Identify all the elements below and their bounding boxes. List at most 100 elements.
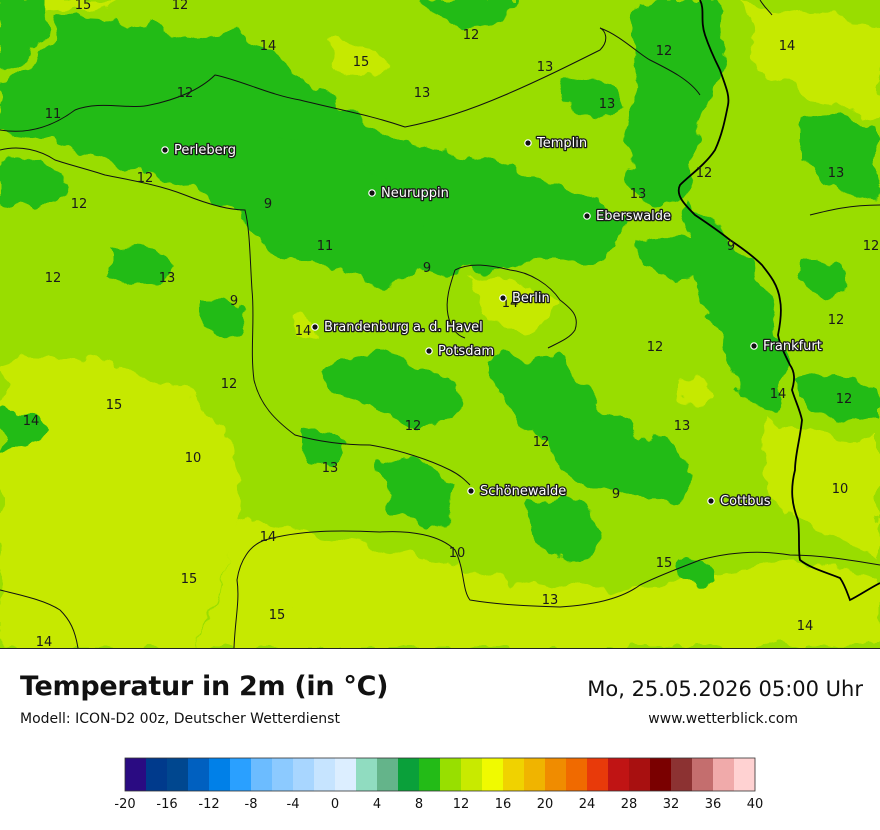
temperature-value-label: 11 <box>45 107 62 122</box>
city-label: Schönewalde <box>480 484 566 499</box>
scale-swatch <box>293 758 315 791</box>
temperature-value-label: 12 <box>828 313 845 328</box>
temperature-value-label: 15 <box>269 608 286 623</box>
temperature-value-label: 15 <box>656 556 673 571</box>
temperature-value-label: 13 <box>828 166 845 181</box>
temperature-value-label: 14 <box>23 414 40 429</box>
temperature-value-label: 14 <box>779 39 796 54</box>
scale-border <box>124 757 756 792</box>
city-marker[interactable]: Eberswalde <box>583 208 672 225</box>
scale-swatch <box>503 758 525 791</box>
scale-swatch <box>146 758 168 791</box>
scale-swatch <box>377 758 399 791</box>
temperature-value-label: 12 <box>696 166 713 181</box>
city-dot <box>524 139 532 147</box>
scale-swatch <box>545 758 567 791</box>
scale-swatch <box>587 758 609 791</box>
scale-tick-label: 20 <box>537 797 554 812</box>
city-marker[interactable]: Templin <box>524 135 588 152</box>
temperature-value-label: 12 <box>836 392 853 407</box>
temperature-value-label: 12 <box>647 340 664 355</box>
scale-tick-label: 4 <box>373 797 381 812</box>
state-borders <box>0 0 880 648</box>
city-dot <box>425 347 433 355</box>
city-label: Neuruppin <box>381 186 449 201</box>
city-label: Perleberg <box>174 143 236 158</box>
city-label: Brandenburg a. d. Havel <box>324 320 483 335</box>
scale-tick-label: 8 <box>415 797 423 812</box>
scale-swatch <box>671 758 693 791</box>
city-marker[interactable]: Berlin <box>499 290 551 307</box>
scale-swatch <box>608 758 630 791</box>
temperature-value-label: 12 <box>172 0 189 13</box>
scale-tick-label: 32 <box>663 797 680 812</box>
scale-tick-label: 36 <box>705 797 722 812</box>
scale-tick-label: -12 <box>198 797 219 812</box>
scale-tick-label: 24 <box>579 797 596 812</box>
temperature-value-label: 12 <box>405 419 422 434</box>
scale-tick-label: -16 <box>156 797 177 812</box>
city-label: Potsdam <box>438 344 494 359</box>
temperature-value-label: 13 <box>630 187 647 202</box>
city-dot <box>750 342 758 350</box>
scale-swatch <box>440 758 462 791</box>
city-dot <box>707 497 715 505</box>
temperature-value-label: 11 <box>317 239 334 254</box>
city-marker[interactable]: Schönewalde <box>467 483 568 500</box>
temperature-value-label: 13 <box>542 593 559 608</box>
city-dot <box>499 294 507 302</box>
temperature-value-label: 12 <box>656 44 673 59</box>
temperature-value-label: 10 <box>185 451 202 466</box>
national-border <box>677 0 880 602</box>
forecast-datetime: Mo, 25.05.2026 05:00 Uhr <box>587 677 863 701</box>
city-dot <box>311 323 319 331</box>
temperature-value-label: 13 <box>414 86 431 101</box>
city-marker[interactable]: Frankfurt <box>750 338 823 355</box>
city-label: Cottbus <box>720 494 771 509</box>
scale-swatch <box>398 758 420 791</box>
temperature-value-label: 12 <box>177 86 194 101</box>
website-link[interactable]: www.wetterblick.com <box>648 711 798 727</box>
city-dot <box>583 212 591 220</box>
temperature-value-label: 12 <box>71 197 88 212</box>
city-marker[interactable]: Perleberg <box>161 142 237 159</box>
temperature-value-label: 12 <box>45 271 62 286</box>
temperature-value-label: 14 <box>36 635 53 648</box>
temperature-value-label: 13 <box>322 461 339 476</box>
city-marker[interactable]: Potsdam <box>425 343 495 360</box>
temperature-value-label: 14 <box>295 324 312 339</box>
city-marker[interactable]: Cottbus <box>707 493 772 510</box>
temperature-value-label: 9 <box>423 261 431 276</box>
color-scale: -20 -16 -12 -8 -4 0 4 8 12 16 20 24 28 32 36 40 <box>114 757 764 812</box>
temperature-value-label: 13 <box>159 271 176 286</box>
scale-swatch <box>524 758 546 791</box>
temperature-value-label: 14 <box>260 39 277 54</box>
temperature-value-label: 13 <box>599 97 616 112</box>
city-dot <box>467 487 475 495</box>
scale-tick-label: 40 <box>747 797 764 812</box>
scale-swatch <box>272 758 294 791</box>
temperature-value-label: 12 <box>533 435 550 450</box>
scale-swatch <box>251 758 273 791</box>
scale-tick-label: 12 <box>453 797 470 812</box>
scale-swatch <box>482 758 504 791</box>
temperature-value-label: 9 <box>230 294 238 309</box>
scale-swatch <box>314 758 336 791</box>
city-marker[interactable]: Neuruppin <box>368 185 450 202</box>
temperature-value-label: 10 <box>449 546 466 561</box>
temperature-value-label: 9 <box>612 487 620 502</box>
city-label: Berlin <box>512 291 550 306</box>
city-marker[interactable]: Brandenburg a. d. Havel <box>311 319 484 336</box>
city-label: Templin <box>536 136 587 151</box>
temperature-value-label: 9 <box>727 239 735 254</box>
scale-swatch <box>188 758 210 791</box>
scale-swatch <box>629 758 651 791</box>
scale-swatch <box>692 758 714 791</box>
temperature-map: 15 12 14 12 12 14 15 13 12 13 13 11 12 12 13 12 9 13 11 9 12… <box>0 0 880 649</box>
temperature-value-label: 15 <box>75 0 92 13</box>
scale-tick-label: -8 <box>245 797 258 812</box>
temperature-value-label: 13 <box>537 60 554 75</box>
scale-swatch <box>713 758 735 791</box>
temp-field-cool <box>0 0 880 562</box>
scale-swatch <box>419 758 441 791</box>
